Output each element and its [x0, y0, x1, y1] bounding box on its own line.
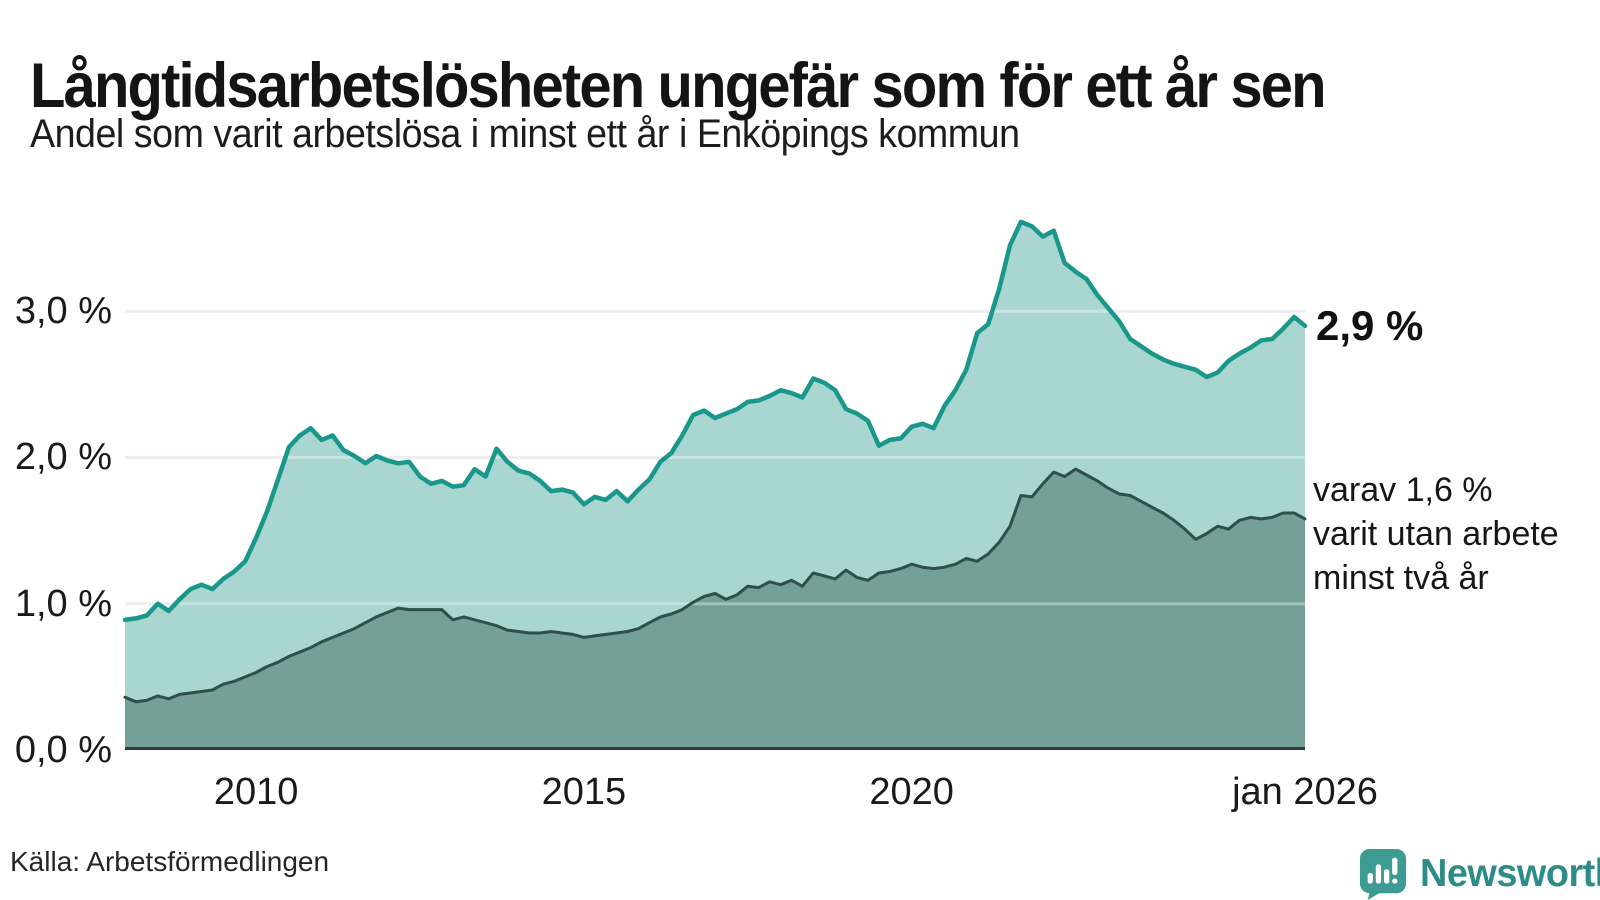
area-fill-two-years — [125, 469, 1305, 750]
newsworthy-logo: Newsworthy — [1358, 848, 1600, 900]
x-tick-label: 2015 — [541, 771, 627, 813]
area-plot — [122, 219, 1308, 750]
x-tick-label: jan 2026 — [1232, 771, 1378, 813]
x-tick-label: 2010 — [213, 771, 299, 813]
y-tick-label: 3,0 % — [14, 290, 112, 333]
source-caption: Källa: Arbetsförmedlingen — [10, 846, 330, 877]
series-line-total-one-year — [122, 219, 1308, 623]
series-line-two-years — [123, 467, 1307, 704]
end-value-label-two-years: varav 1,6 % varit utan arbete minst två … — [1313, 470, 1559, 597]
page-title: Långtidsarbetslösheten ungefär som för e… — [30, 51, 1327, 122]
x-tick-label: 2020 — [869, 771, 954, 813]
end-value-label-total: 2,9 % — [1316, 301, 1424, 349]
newsworthy-speech-bubble-chart-icon — [1359, 849, 1407, 900]
page-subtitle: Andel som varit arbetslösa i minst ett å… — [30, 112, 1020, 156]
y-tick-label: 0,0 % — [14, 729, 112, 771]
newsworthy-wordmark: Newsworthy — [1420, 852, 1600, 895]
y-tick-label: 2,0 % — [14, 436, 112, 479]
y-tick-label: 1,0 % — [14, 582, 112, 625]
